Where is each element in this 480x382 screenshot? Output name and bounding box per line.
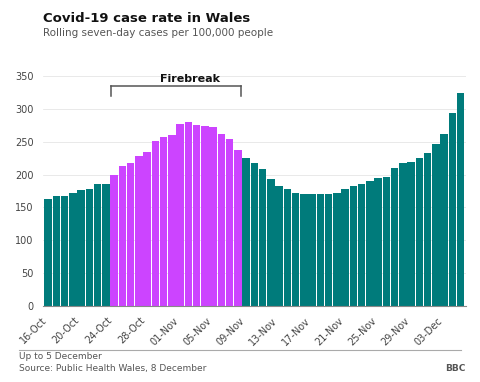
- Text: Firebreak: Firebreak: [160, 74, 220, 84]
- Bar: [152, 141, 159, 306]
- Bar: [366, 181, 373, 306]
- Text: BBC: BBC: [445, 364, 466, 372]
- Bar: [110, 175, 118, 306]
- Bar: [193, 125, 200, 306]
- Bar: [61, 196, 68, 306]
- Bar: [391, 168, 398, 306]
- Bar: [457, 93, 464, 306]
- Bar: [350, 186, 357, 306]
- Bar: [300, 194, 308, 306]
- Bar: [424, 153, 432, 306]
- Bar: [399, 163, 407, 306]
- Bar: [408, 162, 415, 306]
- Bar: [383, 176, 390, 306]
- Text: Up to 5 December: Up to 5 December: [19, 352, 102, 361]
- Bar: [102, 184, 109, 306]
- Bar: [86, 189, 93, 306]
- Bar: [234, 150, 241, 306]
- Bar: [127, 163, 134, 306]
- Bar: [119, 166, 126, 306]
- Bar: [276, 186, 283, 306]
- Bar: [94, 185, 101, 306]
- Bar: [292, 193, 300, 306]
- Bar: [226, 139, 233, 306]
- Bar: [77, 190, 85, 306]
- Bar: [267, 179, 275, 306]
- Bar: [177, 123, 184, 306]
- Bar: [160, 137, 168, 306]
- Bar: [69, 193, 77, 306]
- Bar: [341, 189, 349, 306]
- Bar: [53, 196, 60, 306]
- Bar: [218, 134, 225, 306]
- Bar: [317, 194, 324, 306]
- Bar: [144, 152, 151, 306]
- Bar: [449, 113, 456, 306]
- Bar: [432, 144, 440, 306]
- Bar: [309, 194, 316, 306]
- Bar: [259, 169, 266, 306]
- Bar: [441, 134, 448, 306]
- Bar: [185, 122, 192, 306]
- Bar: [251, 163, 258, 306]
- Bar: [168, 135, 176, 306]
- Bar: [325, 194, 332, 306]
- Bar: [201, 126, 209, 306]
- Bar: [374, 178, 382, 306]
- Bar: [416, 158, 423, 306]
- Text: Covid-19 case rate in Wales: Covid-19 case rate in Wales: [43, 12, 251, 25]
- Bar: [45, 199, 52, 306]
- Bar: [333, 193, 341, 306]
- Bar: [358, 185, 365, 306]
- Bar: [284, 189, 291, 306]
- Bar: [209, 128, 217, 306]
- Text: Source: Public Health Wales, 8 December: Source: Public Health Wales, 8 December: [19, 364, 206, 372]
- Bar: [135, 156, 143, 306]
- Text: Rolling seven-day cases per 100,000 people: Rolling seven-day cases per 100,000 peop…: [43, 28, 273, 38]
- Bar: [242, 158, 250, 306]
